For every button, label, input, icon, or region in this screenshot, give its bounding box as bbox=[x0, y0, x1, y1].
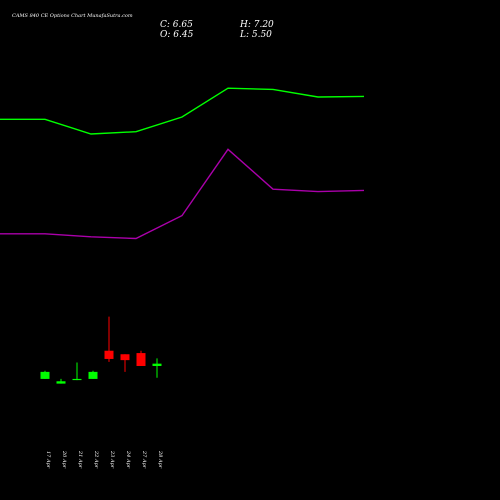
candle-3 bbox=[88, 370, 98, 379]
chart-title: CAMS 840 CE Options Chart MunafaSutra.co… bbox=[12, 13, 133, 19]
candle-6 bbox=[136, 350, 146, 366]
x-tick-label: 23 Apr bbox=[109, 450, 115, 469]
x-tick-label: 17 Apr bbox=[45, 451, 51, 469]
close-value: C: 6.65 bbox=[160, 20, 193, 30]
candle-body bbox=[88, 371, 98, 379]
candle-body bbox=[152, 363, 162, 366]
candle-0 bbox=[40, 370, 50, 379]
candle-7 bbox=[152, 358, 162, 378]
indicator-lines bbox=[0, 87, 365, 240]
high-value: H: 7.20 bbox=[239, 20, 274, 30]
upper-band-line bbox=[0, 87, 365, 135]
middle-line bbox=[0, 148, 365, 240]
x-tick-label: 21 Apr bbox=[77, 450, 83, 469]
candle-2 bbox=[72, 362, 82, 381]
x-tick-label: 27 Apr bbox=[141, 450, 147, 469]
x-axis-tick-labels: 17 Apr 20 Apr 21 Apr 22 Apr 23 Apr 24 Apr 27 A… bbox=[45, 450, 163, 469]
candle-1 bbox=[56, 378, 66, 384]
candle-body bbox=[40, 371, 50, 379]
x-tick-label: 24 Apr bbox=[125, 450, 131, 469]
open-value: O: 6.45 bbox=[160, 30, 194, 40]
candle-5 bbox=[120, 354, 130, 372]
x-tick-label: 20 Apr bbox=[61, 450, 67, 469]
candle-body bbox=[72, 378, 82, 381]
candles bbox=[40, 316, 162, 384]
low-value: L: 5.50 bbox=[239, 30, 272, 40]
x-tick-label: 28 Apr bbox=[157, 450, 163, 469]
candle-body bbox=[56, 381, 66, 384]
candle-4 bbox=[104, 316, 114, 362]
candle-body bbox=[136, 353, 146, 366]
candle-body bbox=[104, 350, 114, 359]
candle-body bbox=[120, 354, 130, 361]
x-tick-label: 22 Apr bbox=[93, 450, 99, 469]
